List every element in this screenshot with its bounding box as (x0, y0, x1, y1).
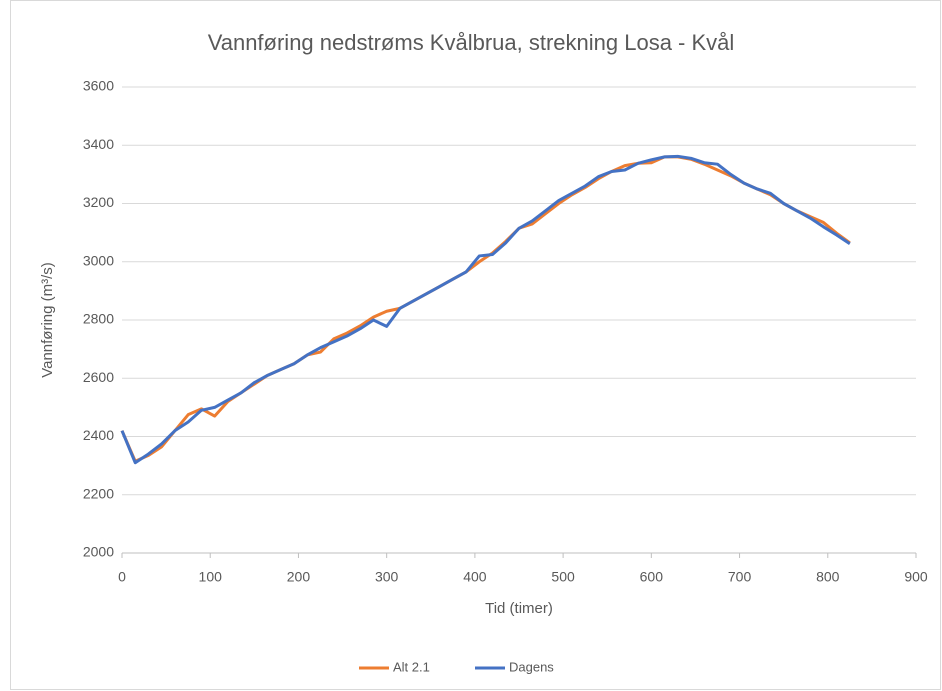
x-tick-label: 100 (199, 569, 223, 585)
y-tick-label: 3600 (83, 78, 114, 94)
y-tick-label: 3200 (83, 194, 114, 210)
y-axis-title: Vannføring (m³/s) (39, 262, 56, 378)
x-tick-label: 700 (728, 569, 752, 585)
y-tick-label: 2800 (83, 311, 114, 327)
y-tick-label: 3400 (83, 136, 114, 152)
series-line (120, 154, 851, 465)
y-tick-label: 3000 (83, 252, 114, 268)
x-tick-label: 200 (287, 569, 311, 585)
x-tick-label: 300 (375, 569, 399, 585)
legend-label: Dagens (509, 659, 554, 674)
x-tick-label: 900 (904, 569, 928, 585)
x-tick-label: 400 (463, 569, 487, 585)
x-tick-label: 0 (118, 569, 126, 585)
y-tick-label: 2200 (83, 485, 114, 501)
y-tick-label: 2000 (83, 544, 114, 560)
x-tick-label: 500 (551, 569, 575, 585)
y-tick-label: 2600 (83, 369, 114, 385)
chart-border (10, 0, 941, 690)
x-tick-label: 600 (640, 569, 664, 585)
y-tick-label: 2400 (83, 427, 114, 443)
x-axis-title: Tid (timer) (485, 600, 553, 617)
chart-title: Vannføring nedstrøms Kvålbrua, strekning… (208, 30, 735, 55)
legend-label: Alt 2.1 (393, 659, 430, 674)
x-tick-label: 800 (816, 569, 840, 585)
